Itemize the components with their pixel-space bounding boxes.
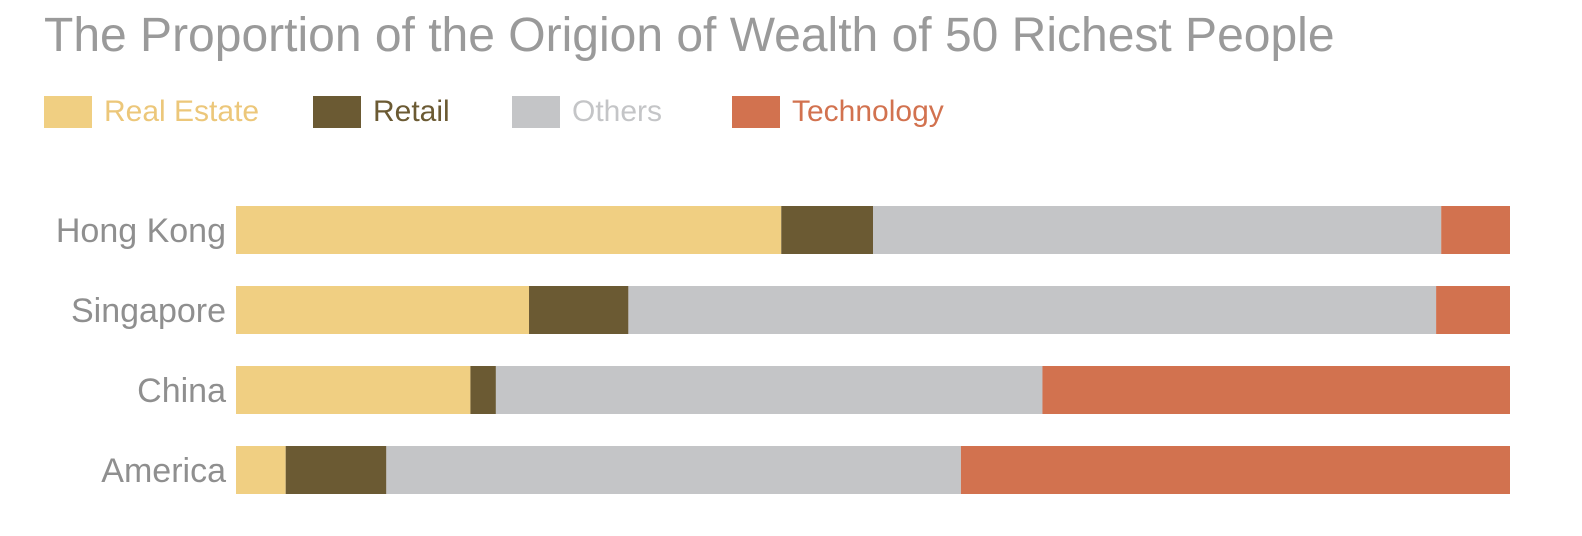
legend-label-technology: Technology	[792, 95, 944, 128]
bar-segment-china-others	[495, 366, 1043, 414]
legend-swatch-technology	[732, 96, 780, 128]
bar-segment-china-real-estate	[236, 366, 471, 414]
chart-title: The Proportion of the Origion of Wealth …	[44, 9, 1335, 62]
bar-segment-hong-kong-technology	[1441, 206, 1510, 254]
bar-segment-america-real-estate	[236, 446, 286, 494]
bar-segment-singapore-retail	[529, 286, 629, 334]
legend-label-others: Others	[572, 95, 663, 128]
bar-segment-china-technology	[1042, 366, 1510, 414]
legend-label-real-estate: Real Estate	[104, 95, 260, 128]
bar-segment-singapore-others	[628, 286, 1437, 334]
category-label-singapore: Singapore	[71, 292, 226, 330]
bar-segment-hong-kong-others	[873, 206, 1442, 254]
bar-segment-hong-kong-retail	[781, 206, 873, 254]
category-label-america: America	[101, 452, 226, 490]
category-label-china: China	[137, 372, 226, 410]
bar-segment-america-technology	[960, 446, 1510, 494]
bar-segment-singapore-real-estate	[236, 286, 530, 334]
legend-swatch-others	[512, 96, 560, 128]
legend-label-retail: Retail	[373, 95, 450, 128]
bar-segment-america-retail	[285, 446, 387, 494]
category-label-hong-kong: Hong Kong	[56, 212, 226, 250]
bar-segment-america-others	[386, 446, 961, 494]
bar-segment-hong-kong-real-estate	[236, 206, 782, 254]
legend-swatch-real-estate	[44, 96, 92, 128]
bar-segment-china-retail	[470, 366, 496, 414]
bar-segment-singapore-technology	[1436, 286, 1510, 334]
legend-swatch-retail	[313, 96, 361, 128]
